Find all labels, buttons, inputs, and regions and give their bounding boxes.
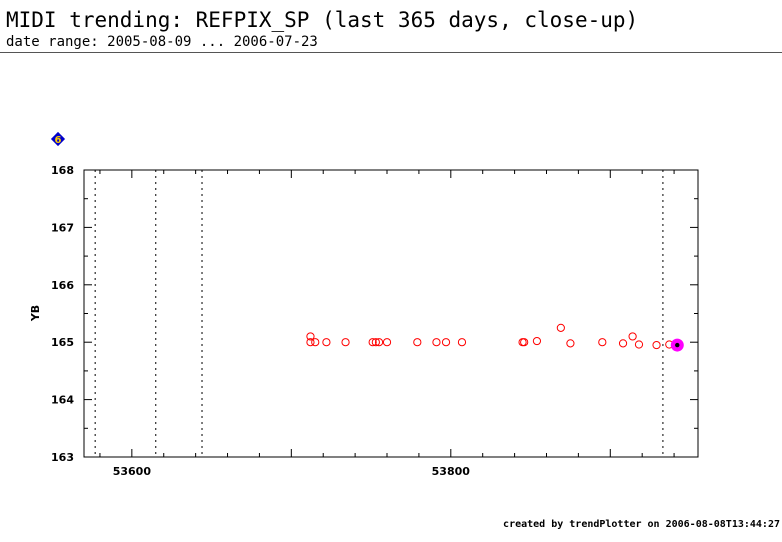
data-point (652, 340, 661, 350)
data-point (556, 323, 565, 332)
date-range: date range: 2005-08-09 ... 2006-07-23 (6, 34, 318, 50)
highlight-point-center (675, 342, 680, 348)
y-tick-label: 164 (51, 394, 74, 407)
data-point (322, 338, 331, 347)
y-axis-label: YB (29, 305, 42, 322)
data-point (432, 338, 441, 347)
data-point (532, 336, 542, 346)
data-point (618, 339, 628, 348)
data-point (311, 338, 320, 347)
data-point (306, 332, 315, 341)
data-point (457, 338, 467, 347)
data-point (306, 338, 315, 347)
status-marker-label: 6 (55, 135, 62, 146)
data-point (382, 338, 392, 347)
chart-title: MIDI trending: REFPIX_SP (last 365 days,… (6, 8, 639, 32)
data-point (518, 338, 527, 347)
x-axis: 53600 53800 (99, 170, 675, 478)
data-point (368, 338, 377, 347)
header-divider (0, 52, 782, 53)
data-point (371, 338, 380, 347)
data-point (341, 338, 350, 347)
y-tick-label: 163 (51, 451, 74, 464)
data-point (628, 332, 637, 341)
y-tick-label: 166 (51, 279, 74, 292)
data-point (634, 340, 644, 349)
y-axis: 163 164 165 166 167 168 (51, 164, 698, 464)
data-point (520, 338, 529, 347)
data-points (306, 323, 684, 352)
y-tick-label: 167 (51, 221, 74, 234)
created-by-footer: created by trendPlotter on 2006-08-08T13… (503, 519, 780, 530)
status-marker: 6 (50, 131, 66, 147)
data-point (441, 338, 451, 347)
data-point (374, 338, 384, 347)
x-tick-label: 53800 (432, 465, 471, 478)
data-point (566, 339, 575, 348)
reference-lines (94, 170, 664, 457)
x-tick-label: 53600 (113, 465, 152, 478)
data-point (413, 338, 422, 347)
data-point (598, 338, 607, 347)
y-tick-label: 165 (51, 336, 74, 349)
plot-frame (83, 169, 699, 458)
y-tick-label: 168 (51, 164, 74, 177)
